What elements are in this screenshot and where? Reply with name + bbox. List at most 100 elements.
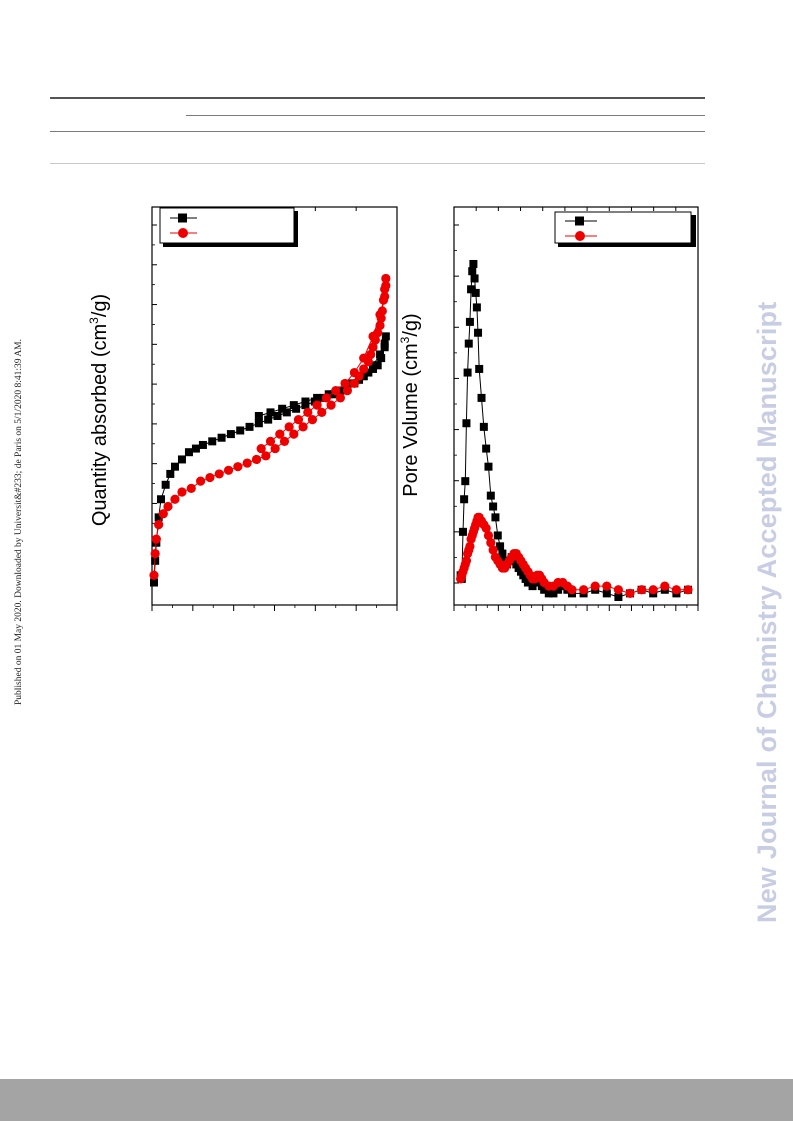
data-point-square [549, 589, 558, 598]
data-point-circle [170, 494, 180, 504]
data-point-circle [380, 291, 390, 302]
data-point-circle [317, 407, 327, 417]
data-point-circle [256, 443, 266, 454]
data-point-circle [461, 556, 472, 566]
isotherm-data [149, 273, 391, 587]
legend-marker-circle [575, 231, 585, 241]
data-point-circle [149, 570, 159, 580]
data-point-square [484, 462, 493, 471]
data-point-square [273, 412, 282, 420]
data-point-square [380, 339, 389, 348]
data-point-circle [625, 588, 635, 598]
data-point-square [208, 437, 217, 446]
data-point-circle [342, 386, 352, 396]
data-point-square [373, 361, 382, 370]
data-point-square [301, 397, 310, 406]
data-point-square [458, 527, 467, 536]
data-point-circle [326, 400, 336, 410]
data-point-square [489, 502, 498, 511]
footer-bar [0, 1079, 793, 1121]
data-point-square [226, 430, 235, 439]
data-point-circle [303, 407, 313, 417]
data-point-square [465, 317, 474, 326]
data-point-circle [196, 476, 206, 486]
data-point-square [462, 419, 471, 428]
data-point-square [278, 404, 287, 413]
pore-ylabel: Pore Volume (cm3/g) [398, 313, 422, 496]
legend-marker-circle [178, 228, 188, 238]
data-point-circle [648, 585, 658, 595]
isotherm-frame [151, 206, 398, 606]
data-point-circle [368, 342, 378, 352]
data-point-circle [293, 415, 304, 425]
data-point-circle [284, 422, 294, 432]
isotherm-panel: Quantity absorbed (cm3/g) [87, 206, 398, 611]
data-point-square [236, 426, 245, 435]
data-point-circle [214, 469, 224, 479]
data-point-circle [265, 436, 276, 446]
data-point-circle [579, 585, 589, 595]
legend-marker-square [178, 213, 187, 223]
data-point-circle [590, 581, 600, 591]
data-point-circle [251, 454, 262, 465]
data-point-circle [242, 458, 252, 468]
data-point-square [554, 585, 563, 594]
table-header-rule [50, 131, 705, 132]
data-point-square [217, 433, 226, 442]
data-point-circle [671, 585, 682, 595]
data-point-circle [279, 436, 290, 446]
data-point-circle [637, 585, 647, 595]
data-point-circle [486, 538, 496, 548]
data-point-circle [613, 585, 624, 595]
data-point-square [161, 480, 170, 489]
series-line-1 [153, 278, 387, 576]
data-point-circle [158, 509, 168, 519]
data-point-square [245, 422, 254, 431]
data-point-circle [275, 429, 285, 439]
data-point-square [154, 513, 163, 522]
data-point-circle [349, 367, 359, 378]
data-point-square [498, 549, 507, 558]
data-point-square [336, 386, 345, 395]
data-point-square [191, 444, 200, 453]
data-point-square [282, 408, 291, 417]
data-point-circle [186, 483, 196, 493]
data-point-square [364, 368, 373, 377]
data-point-circle [163, 501, 173, 512]
data-point-square [266, 408, 275, 417]
data-point-square [198, 440, 207, 449]
data-point-square [461, 477, 470, 486]
data-point-circle [381, 281, 391, 291]
data-point-square [369, 361, 378, 370]
data-point-circle [349, 378, 359, 389]
data-point-circle [340, 378, 350, 389]
data-point-circle [233, 462, 243, 472]
data-point-circle [307, 415, 318, 425]
data-point-circle [154, 520, 164, 530]
data-point-square [496, 542, 505, 551]
data-point-square [460, 495, 469, 504]
data-point-circle [331, 386, 341, 396]
data-point-square [264, 415, 273, 424]
data-point-square [184, 448, 193, 457]
data-point-square [464, 339, 473, 348]
data-point-square [468, 267, 477, 276]
data-point-circle [298, 422, 308, 432]
data-point-circle [481, 523, 491, 533]
data-point-square [150, 578, 158, 587]
data-point-square [477, 393, 486, 402]
data-point-square [376, 350, 385, 359]
table-sub-rule [186, 115, 705, 116]
data-point-circle [359, 364, 369, 374]
data-point-square [467, 285, 476, 294]
data-point-square [471, 288, 480, 297]
data-point-square [544, 589, 553, 598]
pore-data [456, 259, 693, 601]
data-point-circle [151, 534, 161, 544]
data-point-circle [375, 320, 385, 331]
data-point-circle [375, 310, 385, 320]
data-point-square [540, 585, 549, 594]
pore-legend [554, 211, 696, 247]
data-point-square [602, 589, 611, 598]
